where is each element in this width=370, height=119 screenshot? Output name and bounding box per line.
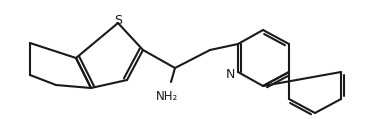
- Text: S: S: [114, 13, 122, 27]
- Text: N: N: [225, 67, 235, 80]
- Text: NH₂: NH₂: [156, 90, 178, 103]
